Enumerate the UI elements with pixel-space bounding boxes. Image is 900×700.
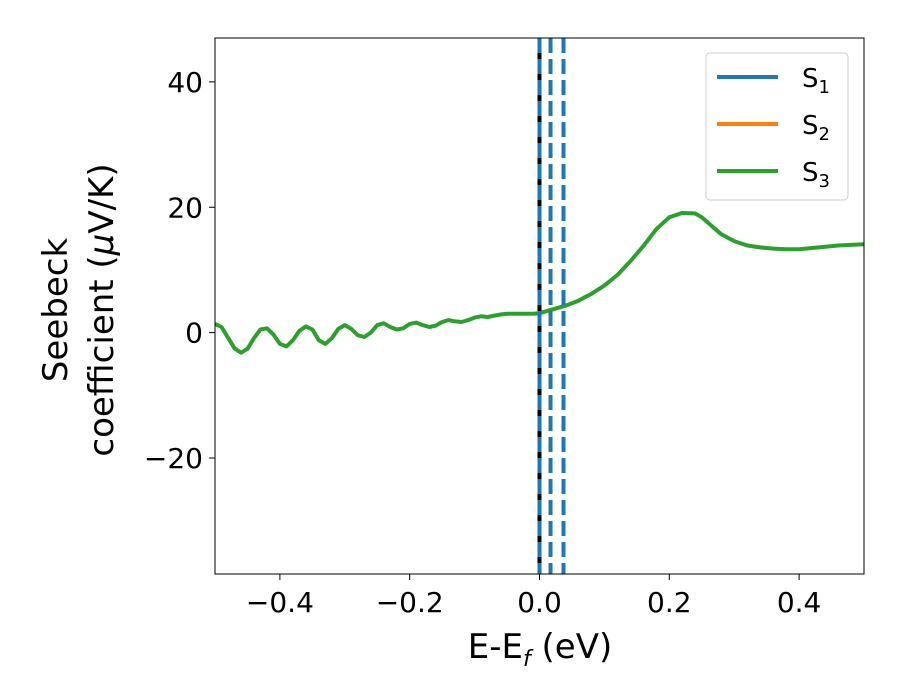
- legend: S1 S2 S3: [705, 52, 849, 201]
- legend-box: [705, 52, 849, 201]
- series-line-1: [215, 210, 864, 355]
- x-tick-label: 0.4: [777, 586, 822, 619]
- y-tick-label: 0: [185, 317, 203, 350]
- y-tick-label: −20: [144, 442, 203, 475]
- y-tick-label: 20: [167, 191, 203, 224]
- y-axis-title-line1: Seebeck: [36, 238, 76, 383]
- x-tick-label: −0.4: [246, 586, 314, 619]
- x-axis-title: E-Ef (eV): [468, 627, 613, 672]
- x-tick-label: 0.0: [517, 586, 562, 619]
- legend-label-s3: S3: [802, 158, 830, 192]
- legend-label-s2: S2: [802, 111, 830, 145]
- legend-label-s1: S1: [802, 64, 830, 98]
- y-tick-label: 40: [167, 66, 203, 99]
- x-tick-label: 0.2: [647, 586, 692, 619]
- y-axis-title-line2: coefficient (μV/K): [82, 163, 122, 456]
- x-tick-label: −0.2: [376, 586, 444, 619]
